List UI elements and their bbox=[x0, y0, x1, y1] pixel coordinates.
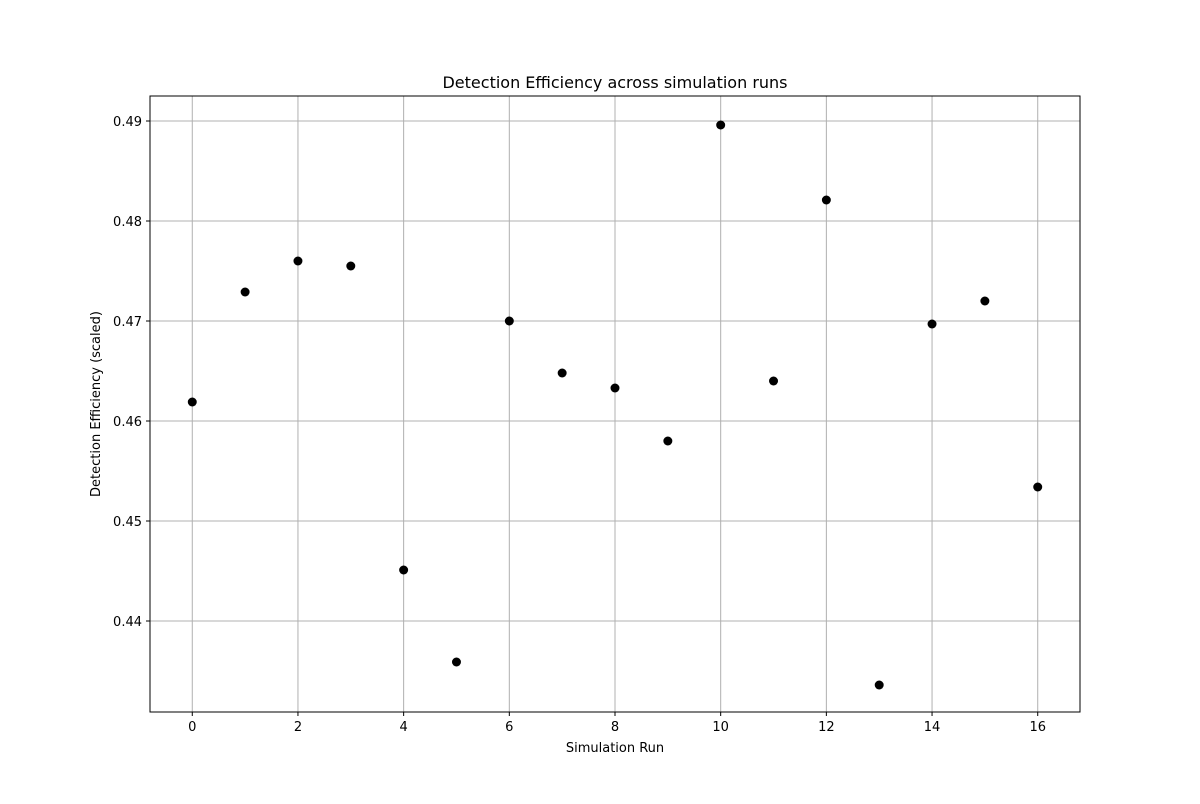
data-point bbox=[874, 680, 884, 690]
x-axis-label: Simulation Run bbox=[566, 741, 664, 756]
data-point bbox=[451, 657, 461, 667]
x-tick-label: 2 bbox=[294, 720, 302, 735]
data-point bbox=[769, 376, 779, 386]
y-tick-label: 0.45 bbox=[113, 515, 142, 530]
data-point bbox=[663, 436, 673, 446]
y-tick-label: 0.46 bbox=[113, 415, 142, 430]
y-tick-label: 0.49 bbox=[113, 115, 142, 130]
data-point bbox=[240, 287, 250, 297]
data-point bbox=[346, 261, 356, 271]
x-tick-label: 16 bbox=[1029, 720, 1046, 735]
y-tick-label: 0.47 bbox=[113, 315, 142, 330]
points-layer bbox=[187, 120, 1043, 690]
chart-title: Detection Efficiency across simulation r… bbox=[442, 73, 787, 92]
data-point bbox=[716, 120, 726, 130]
data-point bbox=[821, 195, 831, 205]
x-tick-label: 12 bbox=[818, 720, 835, 735]
data-point bbox=[1033, 482, 1043, 492]
x-tick-label: 14 bbox=[924, 720, 941, 735]
y-axis-label: Detection Efficiency (scaled) bbox=[89, 311, 104, 497]
x-tick-label: 4 bbox=[399, 720, 407, 735]
data-point bbox=[504, 316, 514, 326]
x-tick-label: 8 bbox=[611, 720, 619, 735]
data-point bbox=[980, 296, 990, 306]
data-point bbox=[399, 565, 409, 575]
ticks-layer: 0 2 4 6 8 10 12 14 16 0.44 0.45 0.46 0.47 0.48 0.49 bbox=[113, 115, 1046, 735]
x-tick-label: 6 bbox=[505, 720, 513, 735]
data-point bbox=[610, 383, 620, 393]
x-tick-label: 0 bbox=[188, 720, 196, 735]
x-tick-label: 10 bbox=[712, 720, 729, 735]
data-point bbox=[293, 256, 303, 266]
data-point bbox=[187, 397, 197, 407]
grid-layer bbox=[150, 96, 1080, 712]
data-point bbox=[557, 368, 567, 378]
y-tick-label: 0.48 bbox=[113, 215, 142, 230]
y-tick-label: 0.44 bbox=[113, 615, 142, 630]
data-point bbox=[927, 319, 937, 329]
